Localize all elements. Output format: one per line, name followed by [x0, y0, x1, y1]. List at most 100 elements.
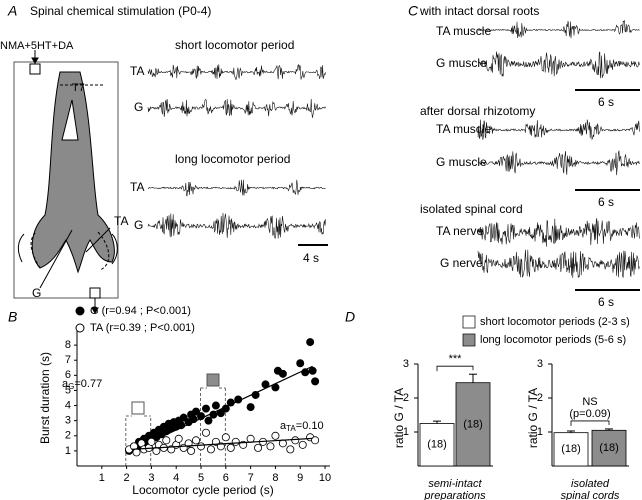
slope-symbol: a [62, 378, 69, 390]
regression-line [131, 365, 313, 452]
emg-trace [477, 249, 640, 279]
panel-label: A [7, 3, 17, 19]
x-tick-label: 6 [223, 472, 229, 484]
significance-bracket [570, 420, 610, 426]
slope-symbol: a [280, 420, 287, 432]
legend-marker [75, 323, 85, 333]
legend-swatch [462, 315, 476, 329]
level-label: T7 [72, 82, 85, 94]
scatter-point [246, 403, 255, 412]
trace-label: G [134, 218, 143, 232]
scatter-point [174, 434, 183, 443]
x-tick-label: 10 [319, 472, 331, 484]
y-tick-label: 2 [403, 392, 409, 404]
scatter-point [254, 443, 263, 452]
y-axis-label: Burst duration (s) [38, 352, 52, 444]
n-label: (18) [463, 418, 483, 430]
emg-trace [477, 51, 640, 79]
scatter-point [132, 448, 141, 457]
scatter-point [197, 442, 206, 451]
emg-trace [147, 212, 326, 239]
scatter-point [192, 407, 201, 416]
caption: semi-intact [428, 478, 482, 490]
muscle-label: G [32, 286, 41, 300]
legend-label: G (r=0.94 ; P<0.001) [90, 305, 191, 317]
y-tick-label: 3 [403, 358, 409, 370]
x-axis-label: Locomotor cycle period (s) [132, 483, 273, 497]
scatter-point [311, 377, 320, 386]
trace-label: TA muscle [436, 24, 491, 38]
x-tick-label: 7 [248, 472, 254, 484]
scatter-point [192, 436, 201, 445]
scatter-point [184, 439, 193, 448]
n-label: (18) [561, 443, 581, 455]
slope-label: aTA=0.10 [280, 420, 324, 433]
trace-group-title: long locomotor period [175, 152, 290, 166]
slope-text: =0.77 [74, 378, 102, 390]
caption: spinal cords [561, 490, 620, 500]
slope-subscript: TA [286, 424, 296, 433]
scatter-point [201, 428, 210, 437]
y-tick-label: 1 [537, 426, 543, 438]
x-tick-label: 1 [99, 472, 105, 484]
x-tick-label: 5 [198, 472, 204, 484]
scatter-point [231, 437, 240, 446]
caption: isolated [571, 478, 610, 490]
x-tick-label: 9 [297, 472, 303, 484]
trace-group-title: isolated spinal cord [420, 202, 523, 216]
y-axis-label: ratio G / TA [526, 388, 540, 448]
scatter-point [291, 436, 300, 445]
caption: preparations [423, 490, 486, 500]
x-tick-label: 3 [148, 472, 154, 484]
x-tick-label: 2 [124, 472, 130, 484]
x-tick-label: 8 [272, 472, 278, 484]
emg-trace [147, 98, 326, 118]
trace-label: G nerve [440, 256, 483, 270]
regression-line [131, 437, 313, 450]
y-tick-label: 4 [65, 399, 71, 411]
scale-label: 6 s [598, 295, 614, 309]
emg-trace [477, 150, 640, 176]
y-tick-label: 2 [537, 392, 543, 404]
emg-trace [477, 119, 640, 141]
significance-label: NS [582, 396, 597, 408]
trace-label: G muscle [436, 155, 487, 169]
y-axis-label: ratio G / TA [392, 388, 406, 448]
scatter-point [311, 436, 320, 445]
scatter-point [147, 437, 156, 446]
drug-label: NMA+5HT+DA [0, 40, 74, 52]
scatter-point [271, 431, 280, 440]
scatter-point [206, 445, 215, 454]
significance-label: *** [449, 353, 463, 365]
preparation-diagram [13, 50, 119, 314]
panel-title: Spinal chemical stimulation (P0-4) [30, 4, 211, 18]
significance-label: (p=0.09) [569, 408, 610, 420]
scatter-point [286, 445, 295, 454]
y-tick-label: 7 [65, 354, 71, 366]
scatter-point [246, 434, 255, 443]
trace-label: TA nerve [436, 224, 483, 238]
trace-label: G muscle [436, 56, 487, 70]
panel-label: C [408, 3, 419, 19]
trace-label: G [134, 100, 143, 114]
muscle-label: TA [114, 214, 128, 228]
bar [455, 382, 491, 467]
y-tick-label: 3 [537, 358, 543, 370]
scatter-point [296, 359, 305, 368]
y-tick-label: 1 [65, 445, 71, 457]
bar [419, 423, 455, 467]
panel-label: B [8, 309, 17, 325]
panel-label: D [345, 309, 355, 325]
scatter-point [308, 366, 317, 375]
emg-trace [147, 63, 326, 80]
y-tick-label: 5 [65, 384, 71, 396]
legend-label: short locomotor periods (2-3 s) [480, 316, 630, 328]
scale-label: 6 s [598, 195, 614, 209]
x-tick-label: 4 [173, 472, 179, 484]
bar [553, 432, 589, 467]
scatter-point [201, 404, 210, 413]
emg-trace [477, 20, 640, 39]
scatter-point [278, 369, 287, 378]
scatter-point [298, 440, 307, 449]
